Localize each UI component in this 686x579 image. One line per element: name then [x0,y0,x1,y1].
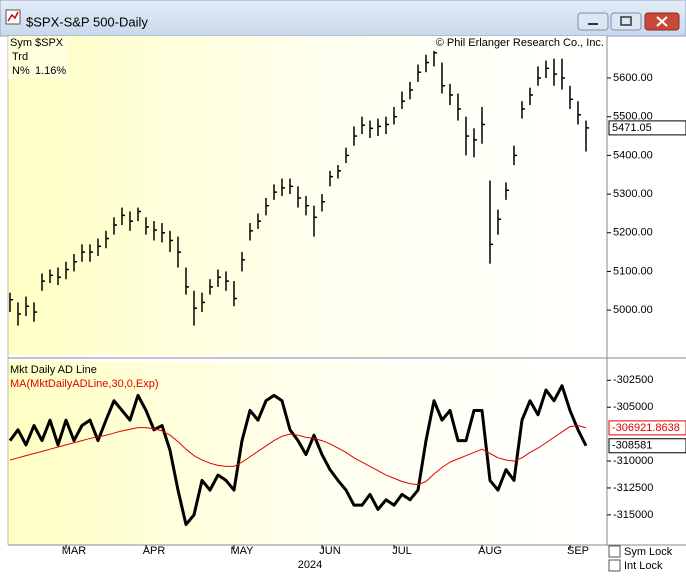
last-value-label: 5471.05 [612,122,652,134]
x-tick-label: JUL [392,545,412,557]
y-tick-label: 5500.00 [613,111,653,123]
price-pane [8,36,607,355]
y-tick-label: -315000 [613,509,653,521]
y-tick-label: 5300.00 [613,188,653,200]
y-tick-label: 5400.00 [613,149,653,161]
y-tick-label: -305000 [613,401,653,413]
x-tick-label: AUG [478,545,502,557]
last-value-box [608,420,686,436]
y-tick-label: -302500 [613,374,653,386]
info-panel [8,37,68,79]
ad-line [8,384,588,527]
last-value-box [608,120,686,136]
maximize-button[interactable] [610,12,642,31]
window-title: $SPX-S&P 500-Daily [26,14,148,29]
y-tick-label: 5100.00 [613,265,653,277]
int-lock-label[interactable]: Int Lock [624,560,663,572]
minimize-button[interactable] [577,12,609,31]
last-value-box [608,438,686,454]
last-value-label: -308581 [612,440,652,452]
x-tick-label: MAY [230,545,254,557]
x-tick-label: SEP [567,545,589,557]
y-tick-label: -312500 [613,482,653,494]
legend-entry: MA(MktDailyADLine,30,0,Exp) [10,378,159,390]
x-axis-year: 2024 [298,559,322,571]
copyright: © Phil Erlanger Research Co., Inc. [436,37,604,49]
title-bar [0,0,686,37]
sym-lock-label[interactable]: Sym Lock [624,546,673,558]
y-tick-label: -310000 [613,455,653,467]
sym-label: Sym [10,37,32,49]
y-tick-label: 5200.00 [613,227,653,239]
n-value: 1.16% [35,65,66,77]
y-tick-label: 5000.00 [613,304,653,316]
n-label: N% [12,65,30,77]
x-tick-label: JUN [319,545,340,557]
sym-value: $SPX [35,37,64,49]
x-tick-label: APR [143,545,166,557]
maximize-glyph [620,16,632,26]
y-tick-label: 5600.00 [613,72,653,84]
app-icon-glyph [7,11,19,22]
x-tick-label: MAR [62,545,87,557]
close-glyph [656,16,668,27]
int-lock-checkbox[interactable] [608,559,621,572]
trd-label: Trd [12,51,28,63]
last-value-label: -306921.8638 [612,422,680,434]
legend-entry: Mkt Daily AD Line [10,364,97,376]
sym-lock-checkbox[interactable] [608,545,621,558]
ma-line [9,425,587,486]
